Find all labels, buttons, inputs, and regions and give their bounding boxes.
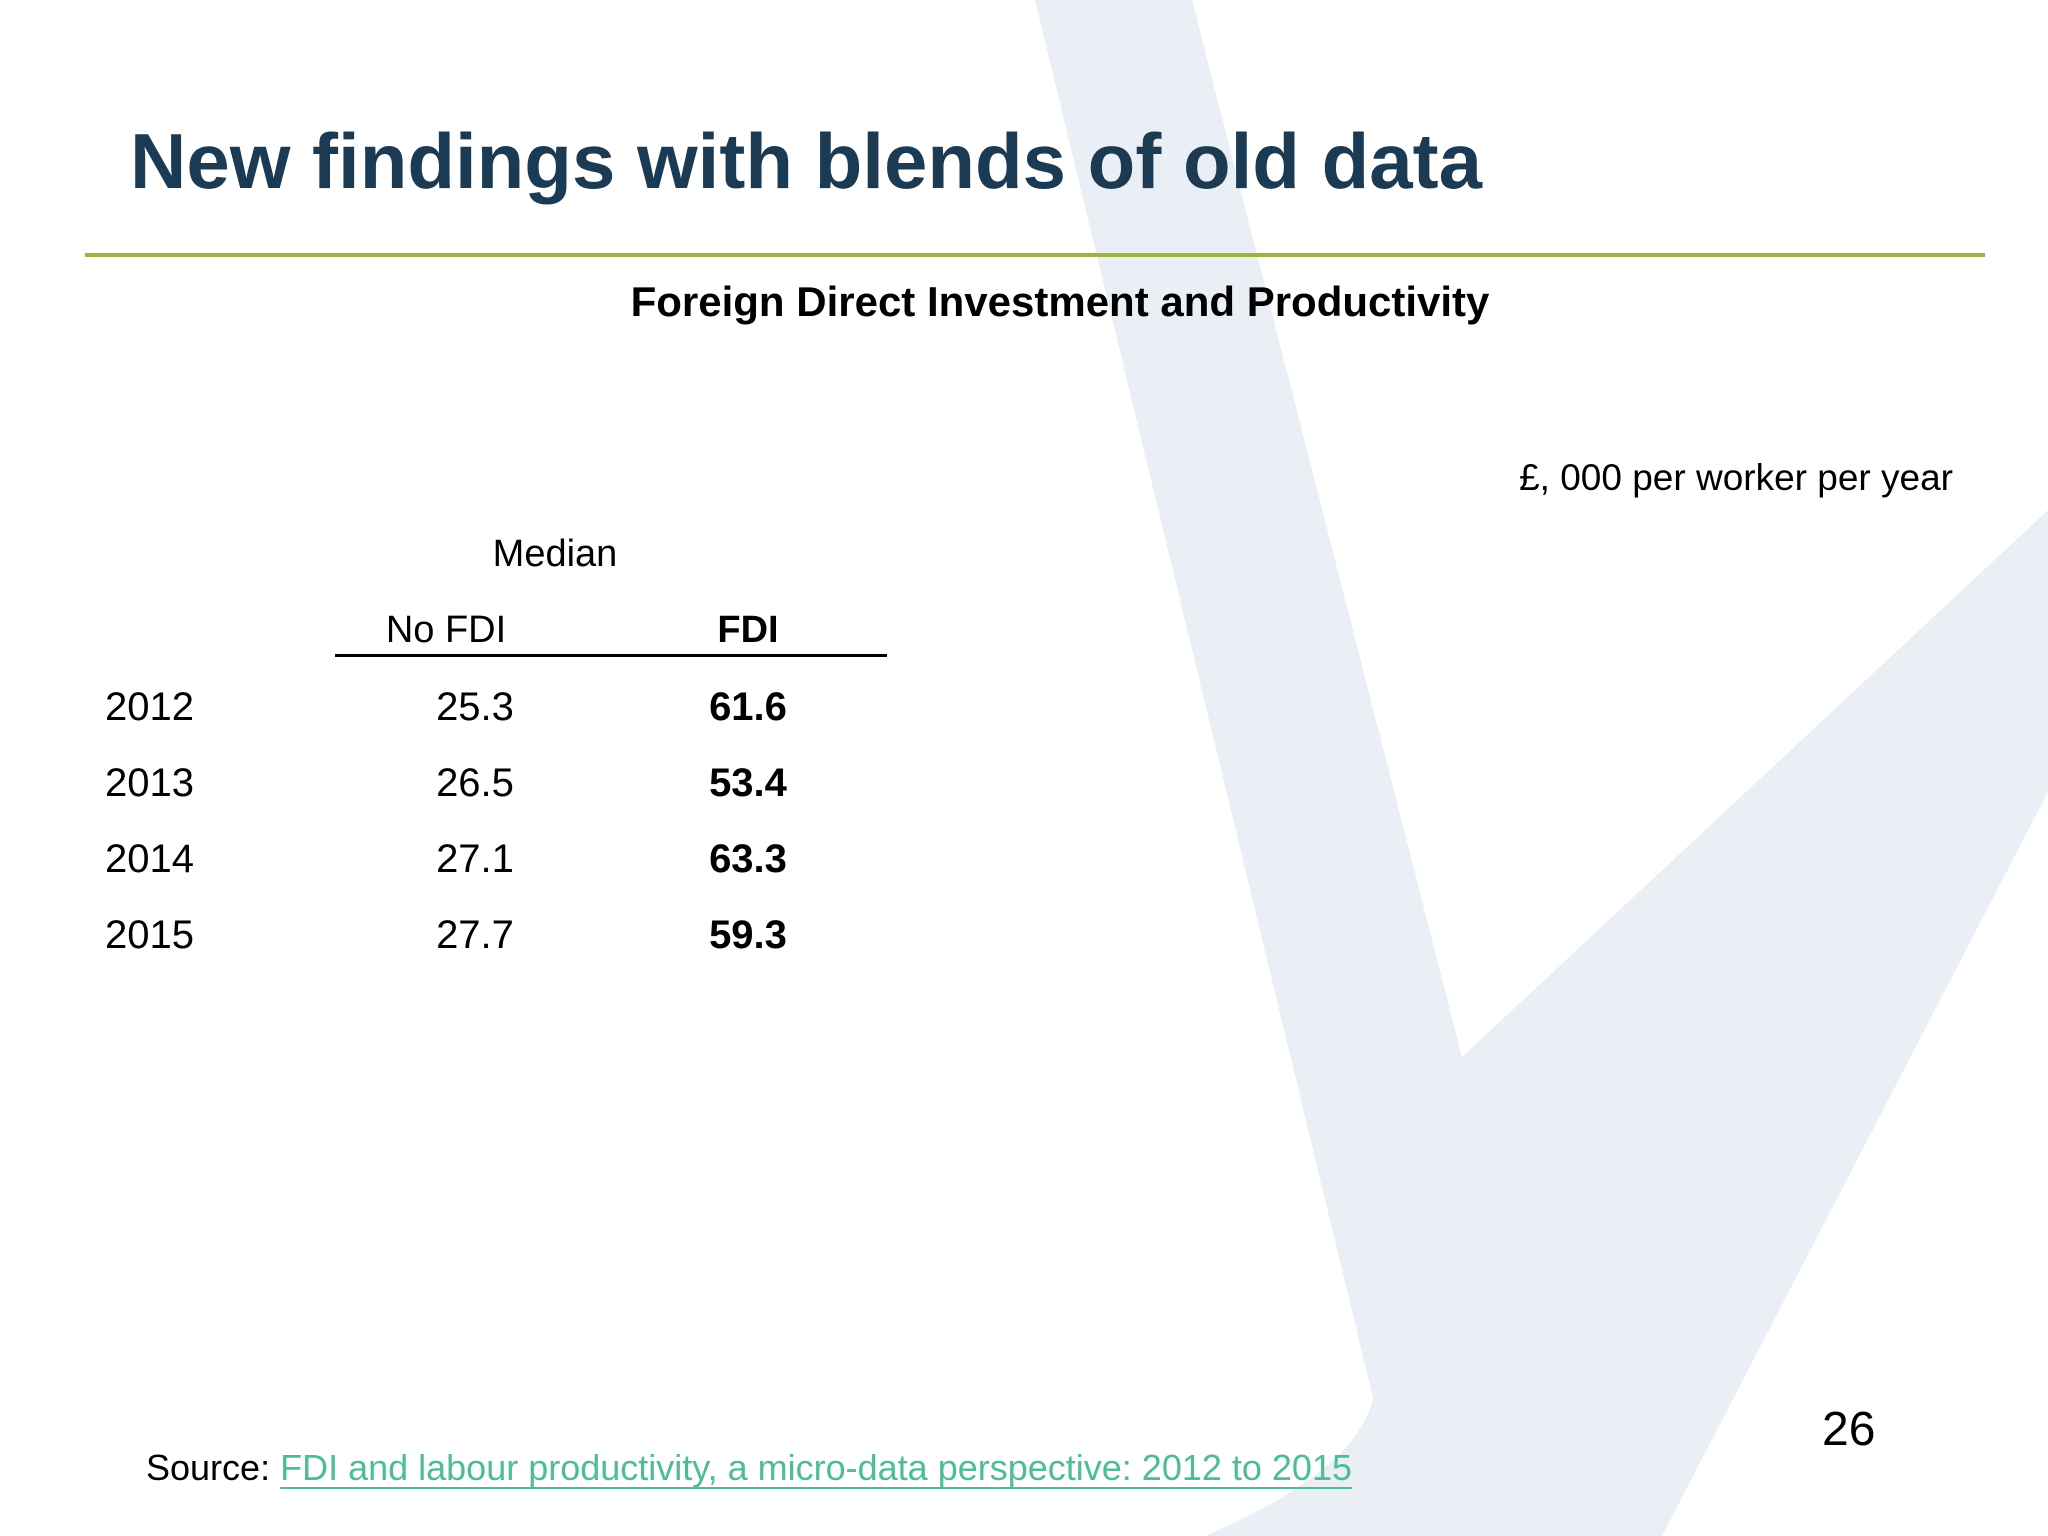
column-header-fdi: FDI bbox=[717, 609, 779, 651]
table-row-fdi: 61.6 bbox=[709, 685, 787, 729]
table-row-year: 2012 bbox=[105, 685, 194, 729]
table-row-year: 2013 bbox=[105, 761, 194, 805]
table-group-header: Median bbox=[492, 533, 618, 575]
source-prefix-label: Source: bbox=[146, 1447, 281, 1488]
table-row-fdi: 53.4 bbox=[709, 761, 787, 805]
table-row-nofdi: 25.3 bbox=[436, 685, 514, 729]
table-header-rule bbox=[335, 654, 887, 657]
column-header-no-fdi: No FDI bbox=[385, 609, 507, 651]
page-number: 26 bbox=[1822, 1403, 1876, 1456]
subtitle-container: Foreign Direct Investment and Productivi… bbox=[72, 278, 2048, 326]
table-row-year: 2015 bbox=[105, 913, 194, 957]
watermark-path bbox=[1035, 0, 2048, 1536]
slide-title: New findings with blends of old data bbox=[130, 117, 1482, 205]
table-row-nofdi: 27.7 bbox=[436, 913, 514, 957]
title-divider-rule bbox=[85, 253, 1985, 257]
table-row-nofdi: 26.5 bbox=[436, 761, 514, 805]
source-hyperlink[interactable]: FDI and labour productivity, a micro-dat… bbox=[280, 1447, 1352, 1488]
slide-subtitle: Foreign Direct Investment and Productivi… bbox=[630, 278, 1490, 325]
source-line: Source: FDI and labour productivity, a m… bbox=[146, 1447, 1352, 1489]
unit-label: £, 000 per worker per year bbox=[1519, 457, 1953, 498]
table-row-fdi: 63.3 bbox=[709, 837, 787, 881]
table-row-fdi: 59.3 bbox=[709, 913, 787, 957]
table-row-year: 2014 bbox=[105, 837, 194, 881]
table-row-nofdi: 27.1 bbox=[436, 837, 514, 881]
